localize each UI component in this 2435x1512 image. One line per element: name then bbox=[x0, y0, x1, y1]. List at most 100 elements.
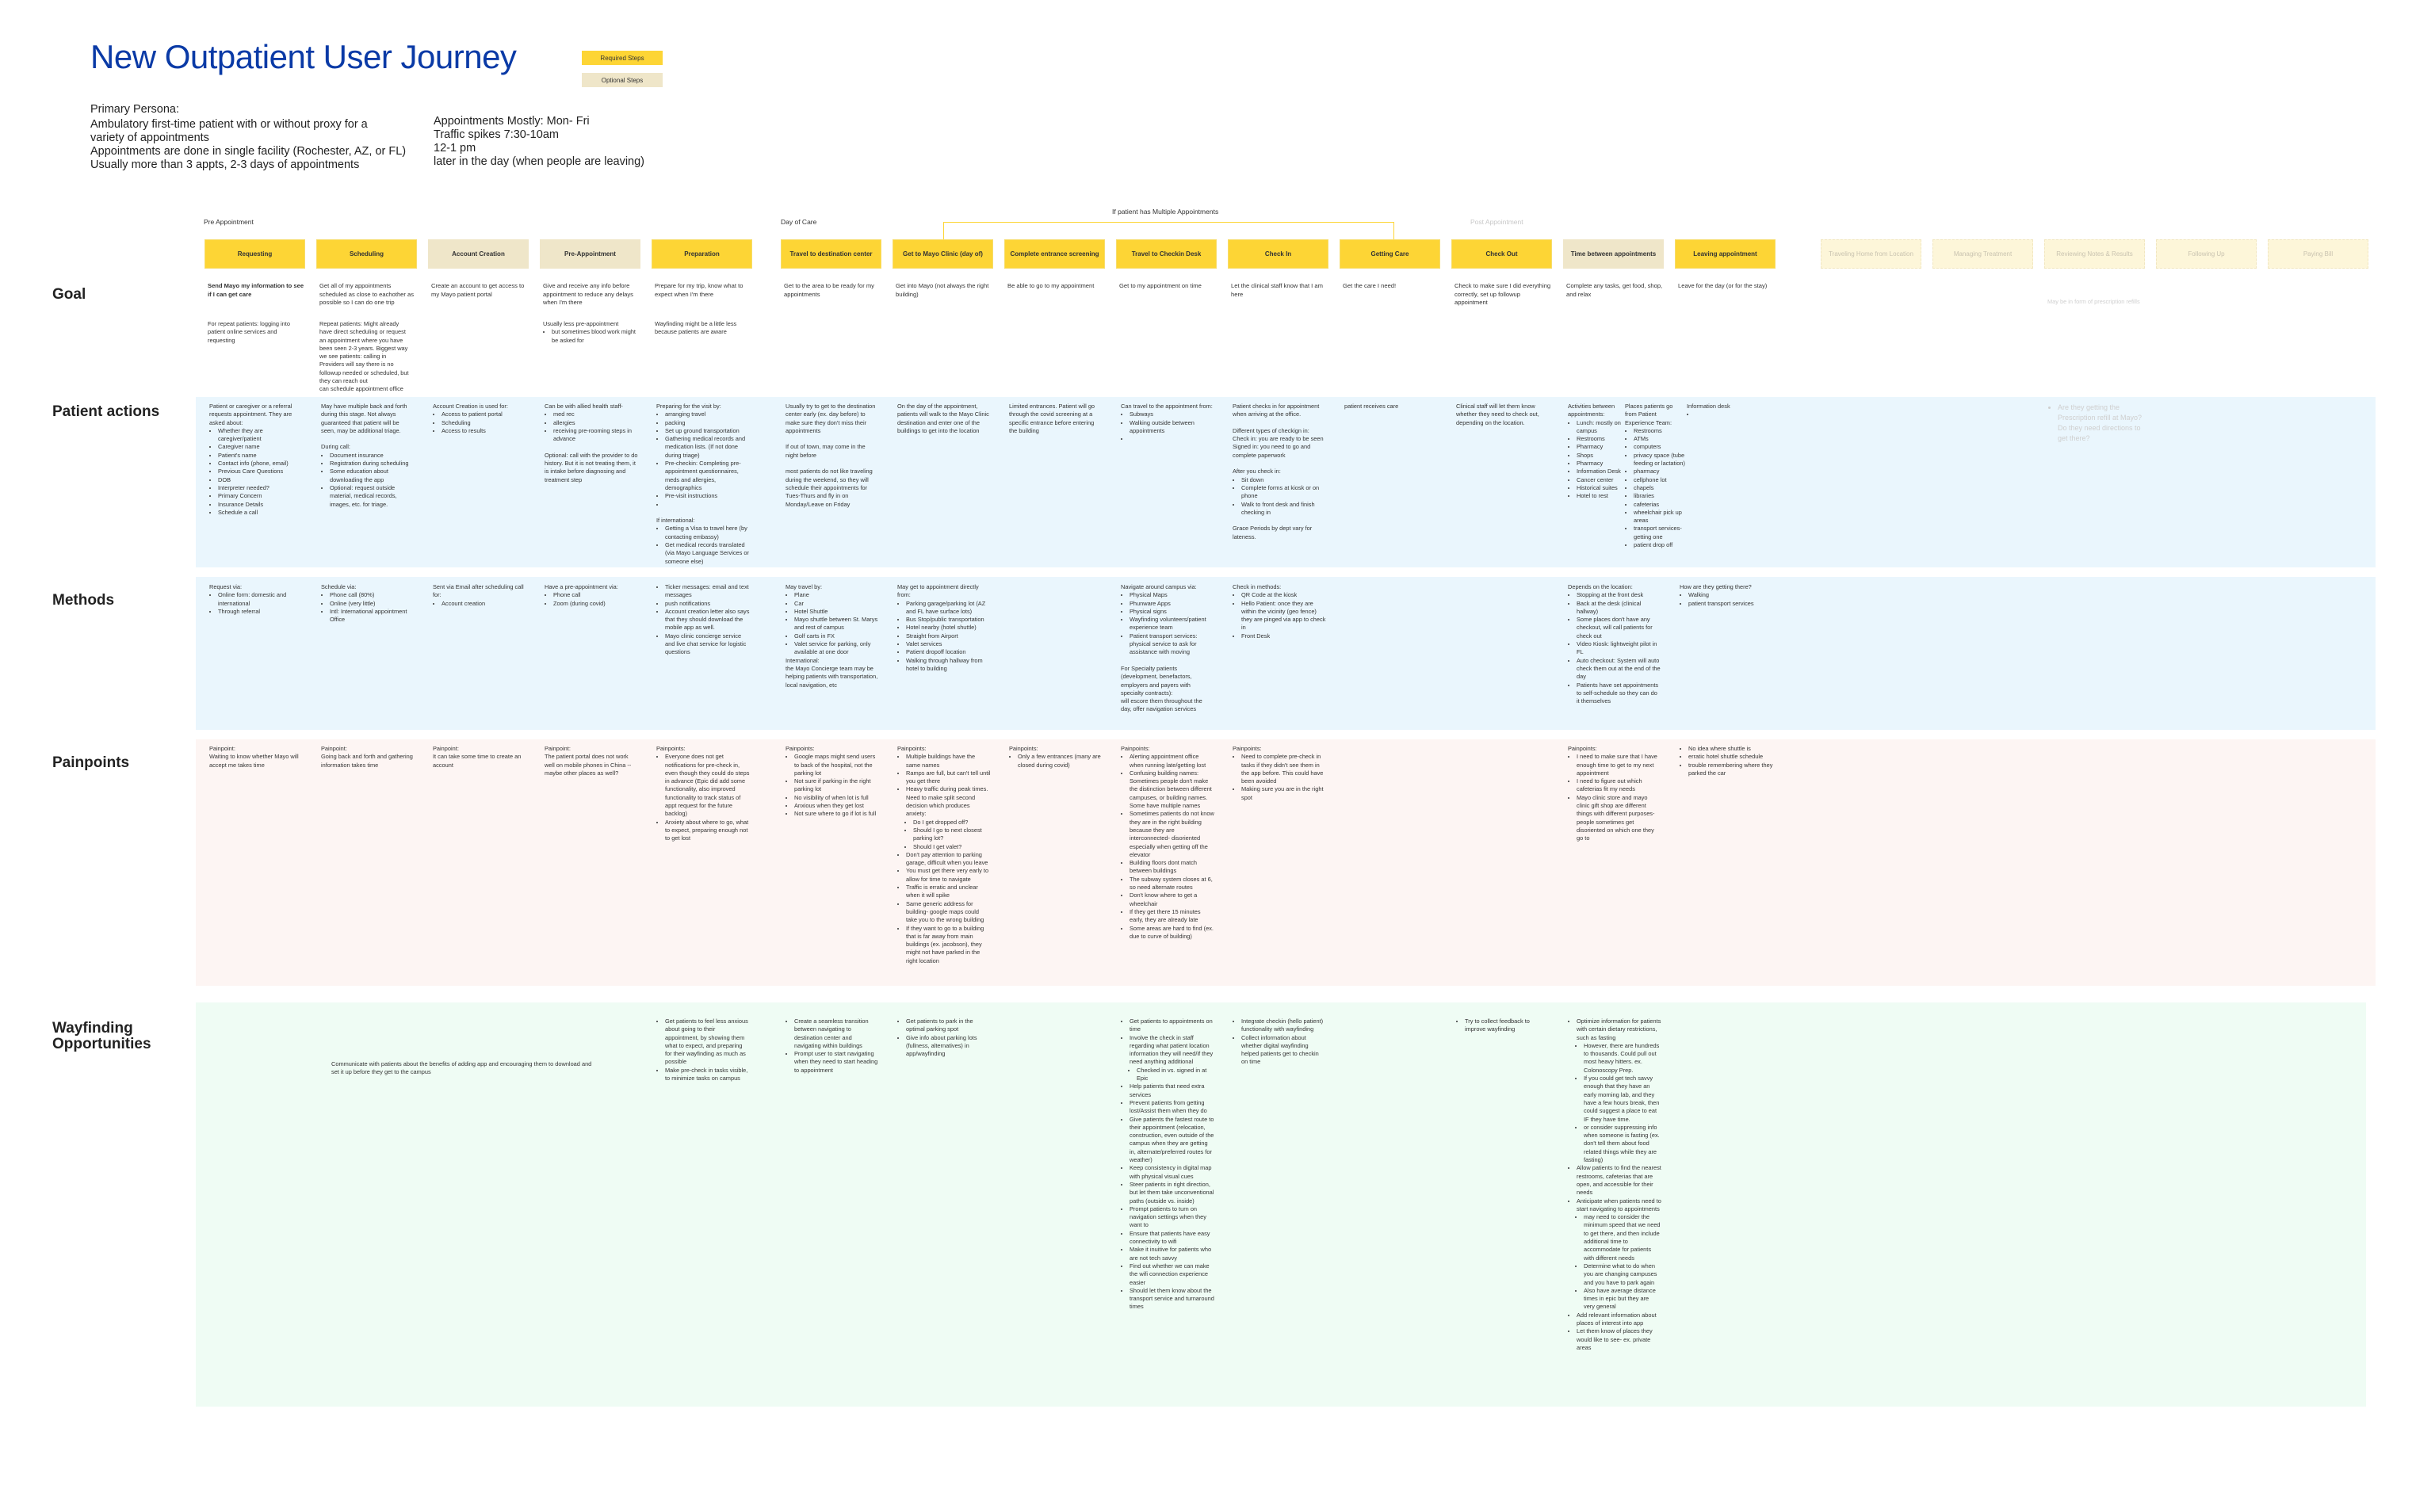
text-line: May be in form of prescription refills bbox=[2047, 298, 2140, 305]
list-item: The subway system closes at 6, so need a… bbox=[1130, 876, 1214, 892]
list-item: Gathering medical records and medication… bbox=[665, 435, 750, 460]
bullet-list: Alerting appointment office when running… bbox=[1121, 753, 1214, 941]
goal-check-out: Check to make sure I did everything corr… bbox=[1455, 282, 1551, 306]
text-line: Optional: call with the provider to do h… bbox=[545, 451, 638, 483]
list-item: arranging travel bbox=[665, 410, 750, 418]
text-line: Limited entrances. Patient will go throu… bbox=[1009, 403, 1095, 434]
list-item: Add relevant information about places of… bbox=[1577, 1312, 1661, 1328]
list-item: Straight from Airport bbox=[906, 632, 991, 640]
stage-card-account-creation: Account Creation bbox=[428, 239, 529, 269]
list-item: Getting a Visa to travel here (by contac… bbox=[665, 525, 750, 541]
list-item: Pharmacy bbox=[1577, 460, 1625, 468]
list-item: Wayfinding volunteers/patient experience… bbox=[1130, 616, 1214, 632]
bullet-list: Create a seamless transition between nav… bbox=[786, 1018, 879, 1075]
list-item: Physical signs bbox=[1130, 608, 1214, 616]
bullet-list: Get patients to park in the optimal park… bbox=[897, 1018, 991, 1058]
patient-action-pre-appointment: Can be with allied health staff-med reca… bbox=[545, 403, 638, 484]
list-item: If they get there 15 minutes early, they… bbox=[1130, 908, 1214, 925]
patient-action-complete-entrance-screening: Limited entrances. Patient will go throu… bbox=[1009, 403, 1103, 435]
list-item: Valet services bbox=[906, 640, 991, 648]
bullet-list: Are they getting the Prescription refill… bbox=[2049, 403, 2143, 444]
text-line: International: bbox=[786, 656, 820, 664]
list-item: Walking bbox=[1688, 591, 1773, 599]
text-line: Schedule via: bbox=[321, 583, 357, 590]
bullet-list: Google maps might send users to back of … bbox=[786, 753, 879, 818]
list-item: pharmacy bbox=[1634, 468, 1685, 475]
painpoint-travel-to-destination-center: Painpoints:Google maps might send users … bbox=[786, 745, 879, 819]
methods-band bbox=[196, 577, 2376, 730]
list-item: chapels bbox=[1634, 484, 1685, 492]
text-line: Check in methods: bbox=[1233, 583, 1282, 590]
text-line: Painpoints: bbox=[786, 745, 815, 752]
goal-leaving-appointment: Leave for the day (or for the stay) bbox=[1678, 282, 1768, 289]
list-item: Walk to front desk and finish checking i… bbox=[1241, 501, 1326, 517]
list-item: Document insurance bbox=[330, 452, 415, 460]
list-item: Confusing building names: Sometimes peop… bbox=[1130, 769, 1214, 810]
list-item: trouble remembering where they parked th… bbox=[1688, 762, 1773, 778]
persona-line: Ambulatory first-time patient with or wi… bbox=[90, 118, 368, 131]
list-item: Only a few entrances (many are closed du… bbox=[1018, 753, 1103, 769]
list-item: Access to patient portal bbox=[442, 410, 526, 418]
patient-action-getting-care: patient receives care bbox=[1344, 403, 1438, 410]
list-item: Some areas are hard to find (ex. due to … bbox=[1130, 925, 1214, 941]
list-item: Should I get valet? bbox=[913, 843, 991, 851]
list-item: Involve the check in staff regarding wha… bbox=[1130, 1034, 1214, 1083]
list-item: Are they getting the Prescription refill… bbox=[2058, 403, 2143, 444]
text-line bbox=[1233, 460, 1326, 468]
stage-card-travel-to-destination-center: Travel to destination center bbox=[781, 239, 881, 269]
section-label-post-appointment: Post Appointment bbox=[1470, 218, 1523, 226]
list-item: Integrate checkin (hello patient) functi… bbox=[1241, 1018, 1326, 1034]
list-item: Should let them know about the transport… bbox=[1130, 1287, 1214, 1312]
schedule-line: 12-1 pm bbox=[434, 142, 476, 155]
bullet-list: Whether they are caregiver/patientCaregi… bbox=[209, 427, 303, 517]
patient-action-check-out: Clinical staff will let them know whethe… bbox=[1456, 403, 1550, 427]
list-item: cafeterias bbox=[1634, 501, 1685, 509]
goal-get-to-mayo-clinic-day-of: Get into Mayo (not always the right buil… bbox=[896, 282, 989, 298]
text-line: Repeat patients: Might already have dire… bbox=[319, 320, 408, 361]
goal-note-requesting: For repeat patients: logging into patien… bbox=[208, 320, 301, 345]
painpoint-complete-entrance-screening: Painpoints:Only a few entrances (many ar… bbox=[1009, 745, 1103, 769]
list-item: Car bbox=[794, 600, 879, 608]
stage-card-reviewing-notes-results: Reviewing Notes & Results bbox=[2044, 239, 2145, 269]
stage-card-requesting: Requesting bbox=[205, 239, 305, 269]
list-item: Restrooms bbox=[1634, 427, 1685, 435]
text-line: Navigate around campus via: bbox=[1121, 583, 1197, 590]
list-item: wheelchair pick up areas bbox=[1634, 509, 1685, 525]
list-item: Complete forms at kiosk or on phone bbox=[1241, 484, 1326, 501]
method-requesting: Request via:Online form: domestic and in… bbox=[209, 583, 303, 616]
list-item: libraries bbox=[1634, 492, 1685, 500]
text-line: Waiting to know whether Mayo will accept… bbox=[209, 753, 299, 769]
patient-action-get-to-mayo-clinic-day-of: On the day of the appointment, patients … bbox=[897, 403, 991, 435]
list-item: may need to consider the minimum speed t… bbox=[1584, 1213, 1661, 1262]
list-item: DOB bbox=[218, 476, 303, 484]
list-item: Scheduling bbox=[442, 419, 526, 427]
list-item: allergies bbox=[553, 419, 638, 427]
list-item: Also have average distance times in epic… bbox=[1584, 1287, 1661, 1312]
list-item: Sit down bbox=[1241, 476, 1326, 484]
bullet-list: SubwaysWalking outside between appointme… bbox=[1121, 410, 1214, 443]
list-item: Account creation bbox=[442, 600, 526, 608]
schedule-line: Appointments Mostly: Mon- Fri bbox=[434, 115, 590, 128]
bullet-list: Account creation bbox=[433, 600, 526, 608]
stage-card-managing-treatment: Managing Treatment bbox=[1932, 239, 2033, 269]
stage-card-get-to-mayo-clinic-day-of: Get to Mayo Clinic (day of) bbox=[893, 239, 993, 269]
list-item: Walking through hallway from hotel to bu… bbox=[906, 657, 991, 674]
painpoint-travel-to-checkin-desk: Painpoints:Alerting appointment office w… bbox=[1121, 745, 1214, 941]
goal-account-creation: Create an account to get access to my Ma… bbox=[431, 282, 525, 298]
list-item: Interpreter needed? bbox=[218, 484, 303, 492]
bullet-list: Try to collect feedback to improve wayfi… bbox=[1456, 1018, 1550, 1034]
stage-card-check-in: Check In bbox=[1228, 239, 1328, 269]
painpoint-preparation: Painpoints:Everyone does not get notific… bbox=[656, 745, 750, 843]
list-item: Ensure that patients have easy connectiv… bbox=[1130, 1230, 1214, 1247]
method-travel-to-checkin-desk: Navigate around campus via:Physical Maps… bbox=[1121, 583, 1214, 714]
text-line: Painpoints: bbox=[1233, 745, 1262, 752]
bullet-list: QR Code at the kioskHello Patient: once … bbox=[1233, 591, 1326, 640]
list-item: Create a seamless transition between nav… bbox=[794, 1018, 879, 1050]
stage-card-time-between-appointments: Time between appointments bbox=[1563, 239, 1664, 269]
list-item: Caregiver name bbox=[218, 443, 303, 451]
list-item: Previous Care Questions bbox=[218, 468, 303, 475]
bullet-list: Access to patient portalSchedulingAccess… bbox=[433, 410, 526, 435]
list-item: Some education about downloading the app bbox=[330, 468, 415, 484]
list-item: Don't know where to get a wheelchair bbox=[1130, 892, 1214, 908]
list-item: Don't pay attention to parking garage, d… bbox=[906, 851, 991, 868]
